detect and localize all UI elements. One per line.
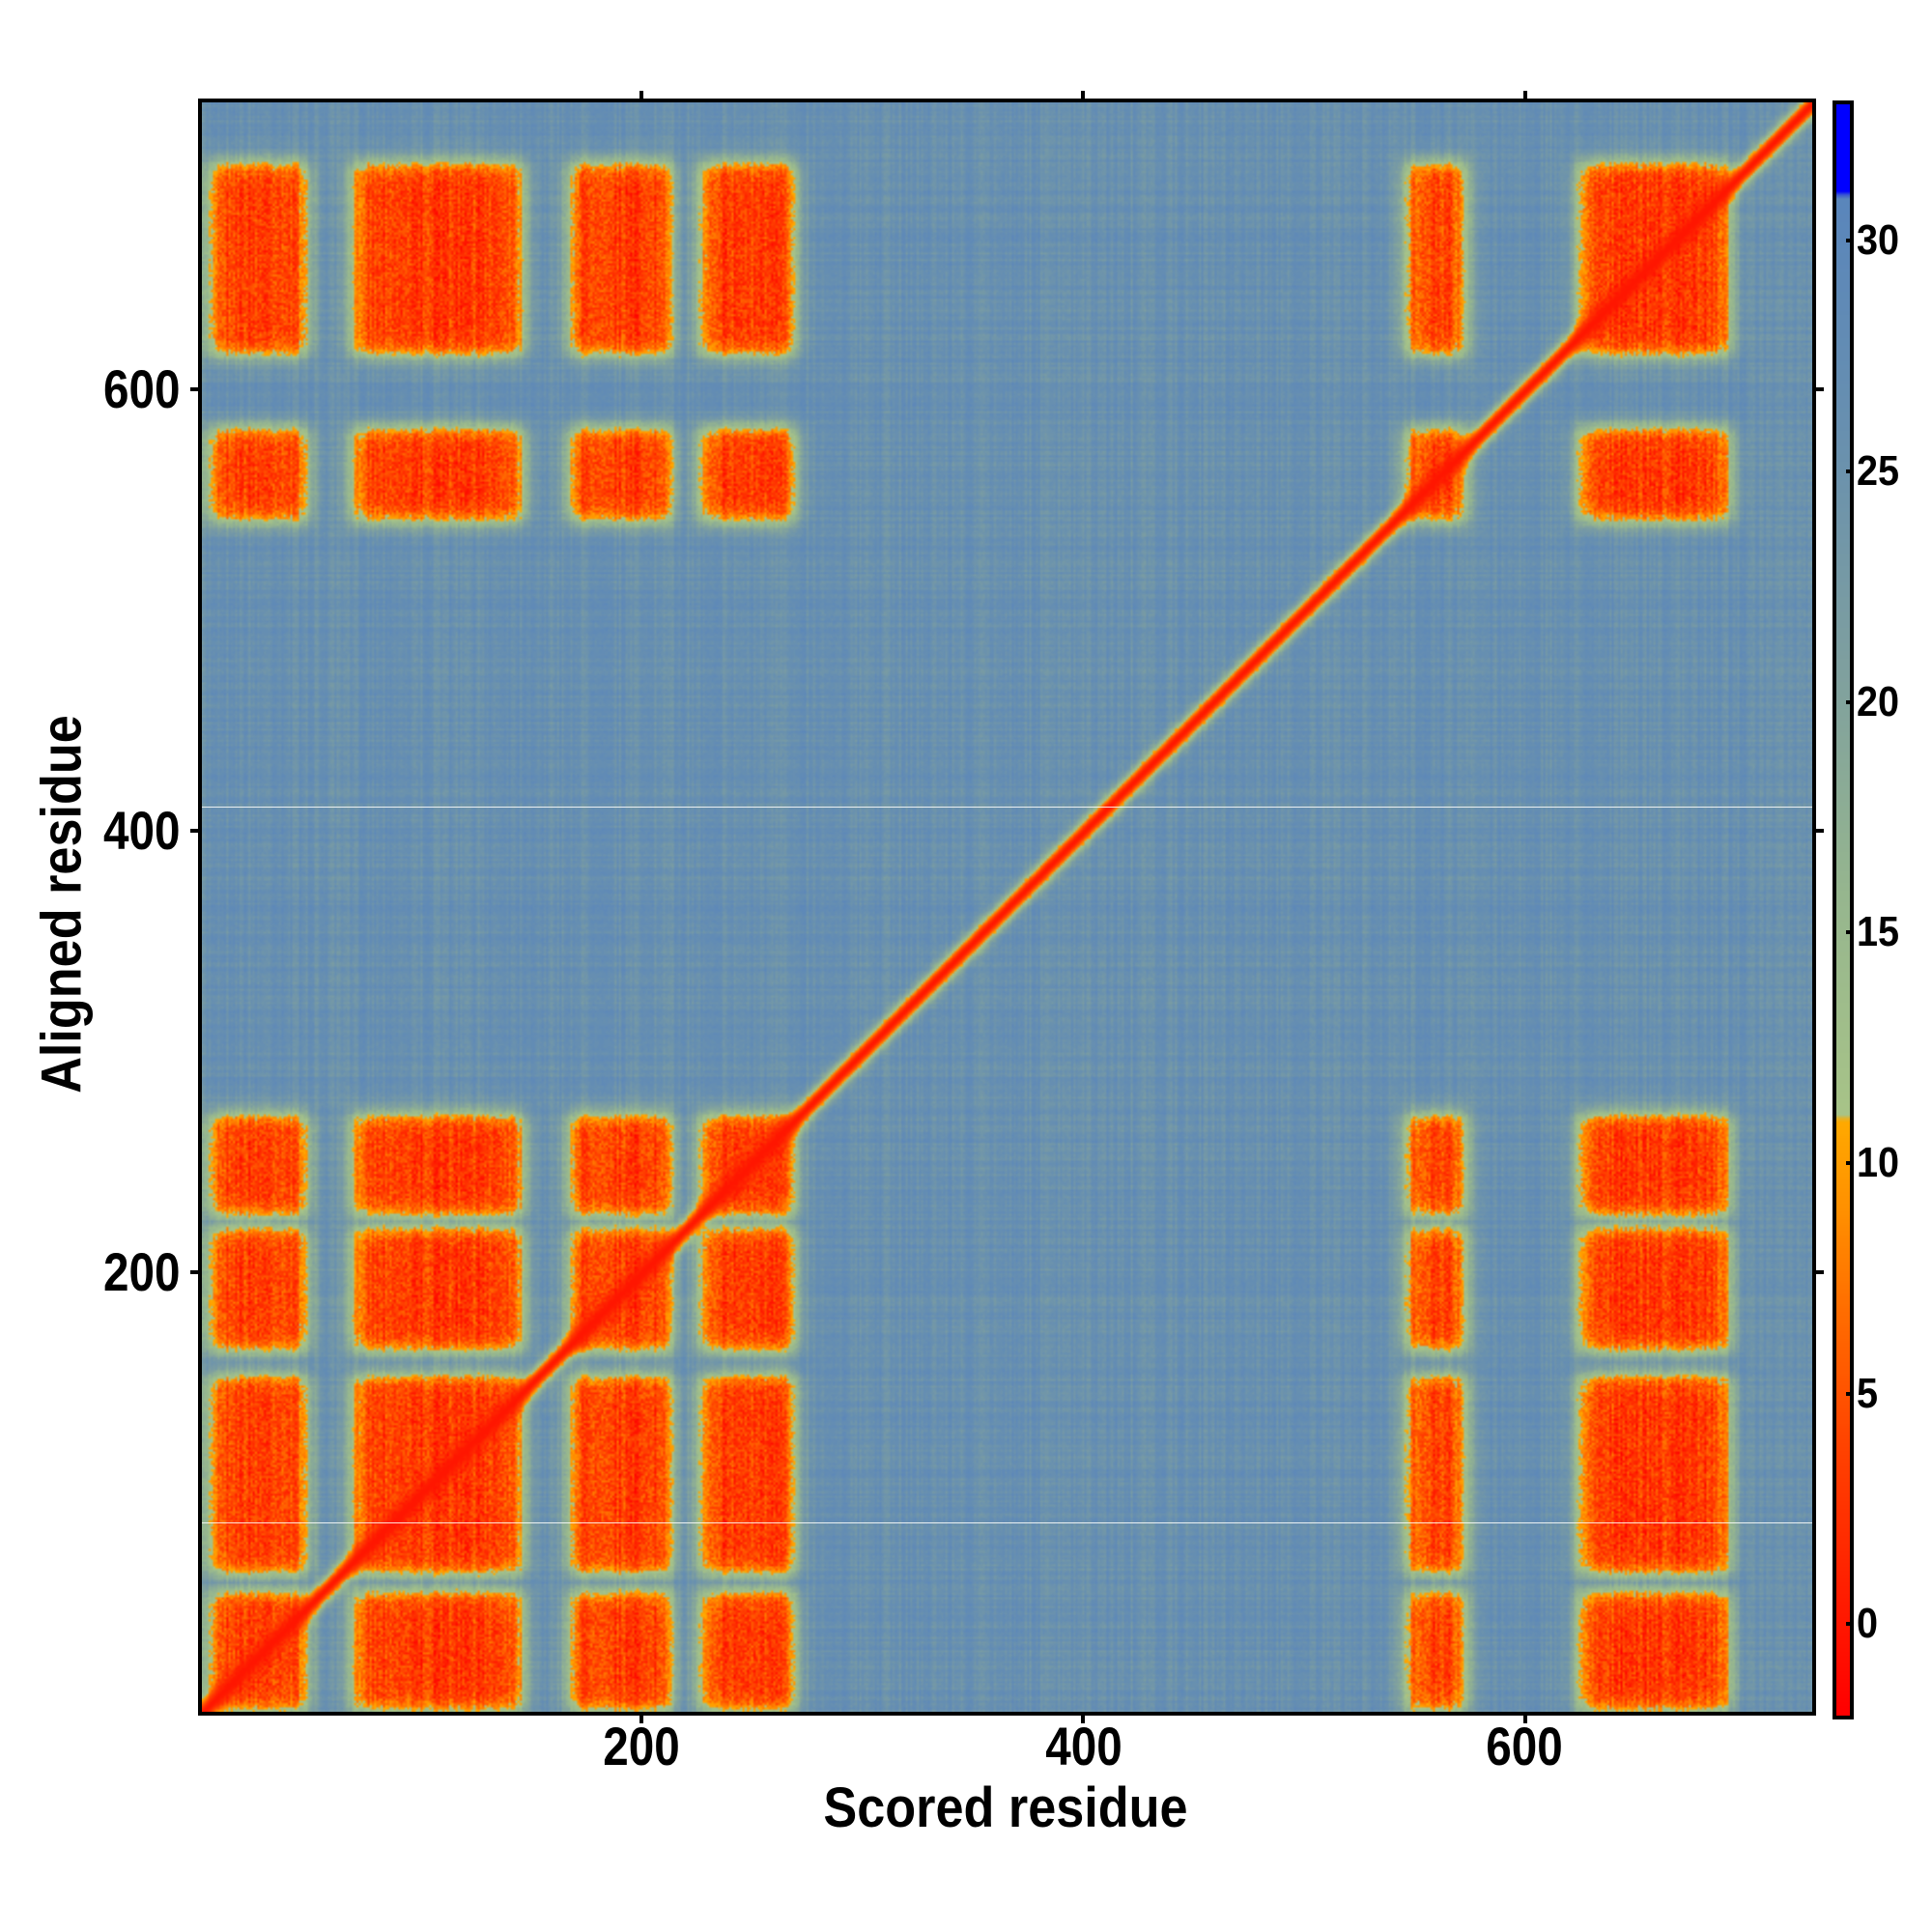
y-tick-label: 200 [102,1241,180,1302]
colorbar-tick-mark [1846,1622,1854,1627]
top-tick-mark [1522,91,1527,102]
y-tick-label: 600 [102,358,180,419]
blank-row-line [202,1522,1812,1523]
x-tick-mark [1081,1712,1086,1723]
colorbar-tick-label: 10 [1857,1138,1900,1186]
colorbar-tick-mark [1846,1160,1854,1165]
y-tick-mark [190,1270,202,1275]
colorbar-tick-label: 25 [1857,446,1900,495]
colorbar-tick-mark [1846,699,1854,704]
blank-row-line [202,807,1812,808]
x-tick-mark [639,1712,644,1723]
colorbar-tick-label: 15 [1857,908,1900,956]
colorbar [1833,100,1854,1719]
y-tick-mark [190,829,202,834]
colorbar-tick-label: 5 [1857,1369,1879,1417]
colorbar-tick-mark [1846,239,1854,243]
heatmap-cells [202,102,1812,1712]
x-axis-title: Scored residue [823,1776,1188,1839]
top-tick-mark [1081,91,1086,102]
heatmap-plot-area [202,102,1812,1712]
x-tick-label: 400 [1045,1716,1122,1776]
y-axis-title: Aligned residue [30,715,94,1094]
x-tick-label: 200 [603,1716,680,1776]
y-tick-mark [190,387,202,392]
top-tick-mark [639,91,644,102]
colorbar-tick-mark [1846,1391,1854,1396]
plot-frame [198,99,1816,1716]
colorbar-gradient [1836,104,1850,1716]
colorbar-tick-mark [1846,469,1854,473]
x-tick-mark [1522,1712,1527,1723]
right-tick-mark [1812,1270,1824,1275]
right-tick-mark [1812,829,1824,834]
y-tick-label: 400 [102,800,180,861]
x-tick-label: 600 [1486,1716,1563,1776]
colorbar-tick-label: 30 [1857,216,1900,265]
colorbar-tick-mark [1846,930,1854,935]
colorbar-tick-label: 20 [1857,677,1900,725]
colorbar-tick-label: 0 [1857,1600,1879,1648]
right-tick-mark [1812,387,1824,392]
